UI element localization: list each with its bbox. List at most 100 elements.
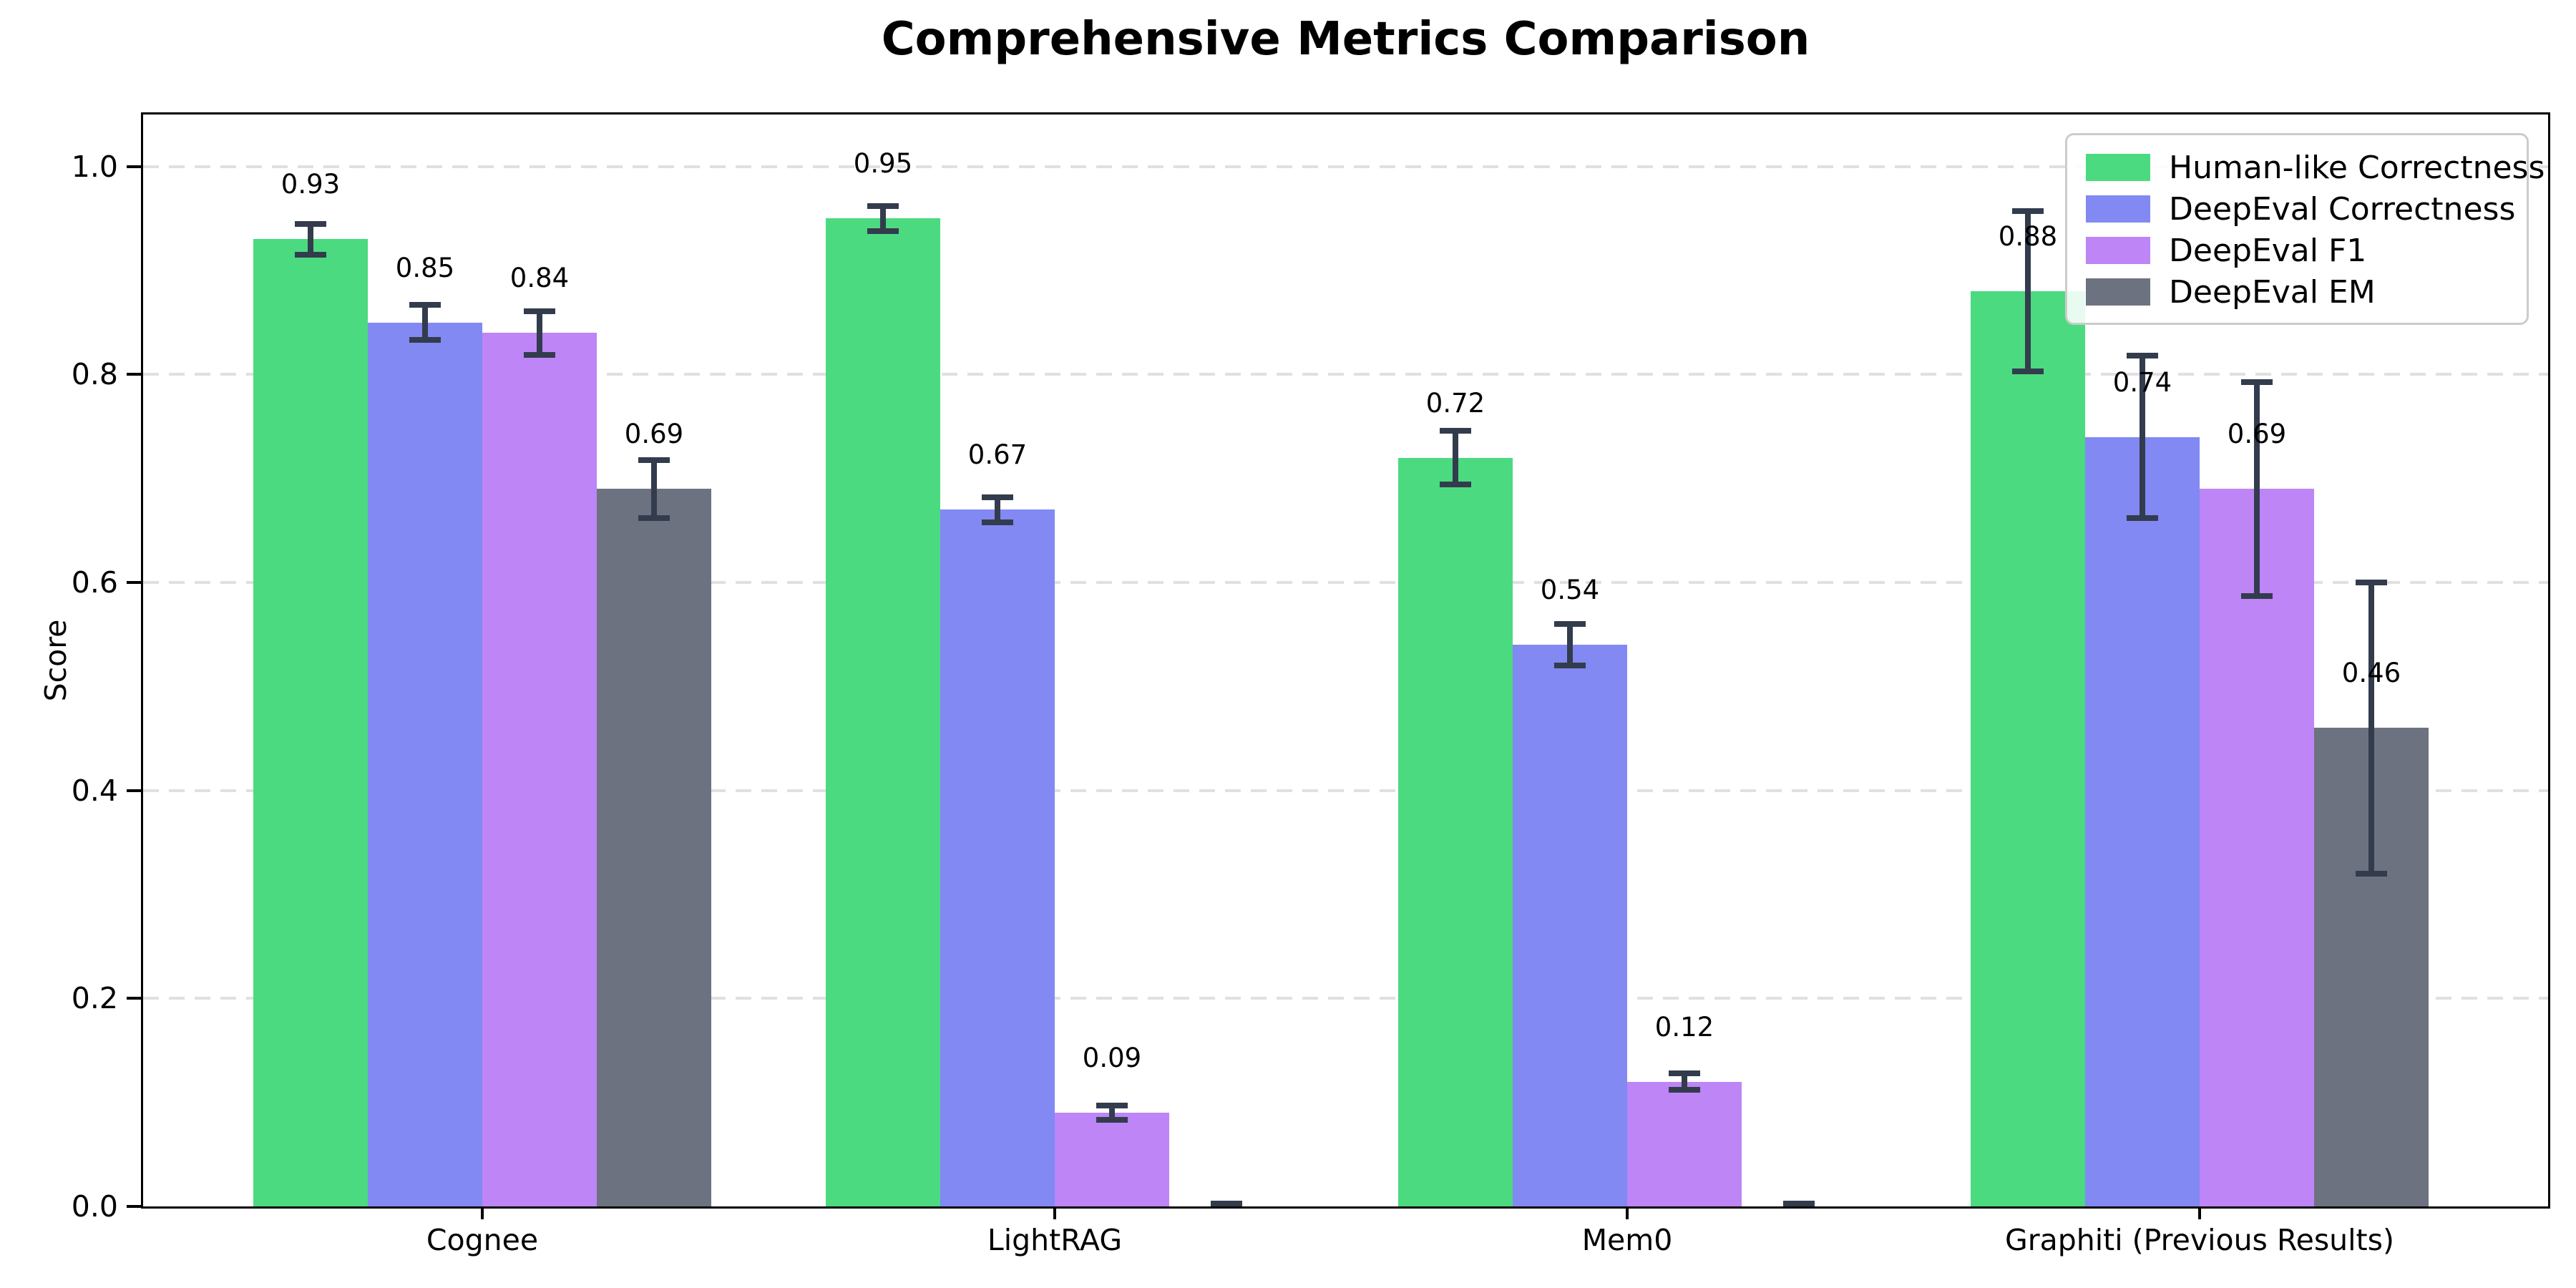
bar: [1398, 457, 1513, 1206]
bar-value-label: 0.88: [1998, 221, 2058, 253]
bar: [368, 322, 482, 1206]
bar-value-label: 0.46: [2341, 658, 2401, 689]
error-bar: [2368, 582, 2374, 874]
y-tick-mark: [127, 789, 141, 792]
error-bar: [1453, 430, 1458, 485]
x-tick-mark: [481, 1206, 484, 1219]
bar: [2200, 489, 2314, 1206]
y-tick-label: 0.4: [71, 773, 118, 808]
error-bar-cap: [867, 228, 899, 234]
gridline: [143, 165, 2548, 168]
x-tick-label: LightRAG: [987, 1223, 1123, 1257]
error-bar-cap: [1669, 1087, 1700, 1093]
error-bar-cap: [1554, 621, 1586, 628]
chart-title: Comprehensive Metrics Comparison: [881, 13, 1810, 66]
error-bar-cap: [1554, 663, 1586, 669]
legend-label: DeepEval Correctness: [2169, 190, 2516, 228]
error-bar-cap: [2356, 870, 2387, 877]
bar-value-label: 0.84: [509, 263, 570, 294]
error-bar: [308, 223, 313, 255]
y-tick-mark: [127, 1205, 141, 1208]
x-tick-mark: [1626, 1206, 1629, 1219]
bar: [253, 239, 368, 1206]
gridline: [143, 789, 2548, 792]
y-tick-label: 0.6: [71, 565, 118, 600]
gridline: [143, 373, 2548, 376]
error-bar-cap: [409, 337, 441, 343]
error-bar-cap: [638, 514, 670, 521]
error-bar-cap: [2127, 514, 2158, 521]
bar-value-label: 0.72: [1425, 387, 1485, 419]
bar-value-label: 0.85: [395, 252, 455, 283]
legend-label: Human-like Correctness: [2169, 149, 2545, 186]
legend-swatch-icon: [2086, 237, 2150, 264]
bar: [940, 509, 1055, 1206]
bar: [1055, 1113, 1169, 1206]
y-tick-label: 0.8: [71, 357, 118, 392]
error-bar-cap: [524, 351, 555, 358]
error-bar: [2140, 356, 2145, 518]
legend-label: DeepEval EM: [2169, 273, 2376, 311]
error-bar-cap: [1211, 1200, 1242, 1206]
error-bar-cap: [2356, 580, 2387, 585]
bar-value-label: 0.69: [624, 419, 684, 450]
bar-value-label: 0.54: [1540, 575, 1600, 606]
y-tick-label: 0.2: [71, 981, 118, 1016]
bar: [1971, 291, 2085, 1206]
bar-value-label: 0.67: [967, 439, 1028, 471]
bar: [1513, 645, 1627, 1206]
y-tick-mark: [127, 165, 141, 168]
error-bar: [995, 497, 1000, 522]
legend-label: DeepEval F1: [2169, 232, 2367, 269]
y-tick-mark: [127, 373, 141, 376]
error-bar: [422, 304, 428, 341]
error-bar-cap: [1440, 427, 1471, 434]
y-tick-mark: [127, 581, 141, 584]
error-bar-cap: [2127, 353, 2158, 359]
error-bar-cap: [295, 220, 326, 227]
error-bar-cap: [295, 252, 326, 258]
legend: Human-like Correctness DeepEval Correctne…: [2065, 133, 2545, 325]
bar: [482, 333, 597, 1206]
legend-entry: Human-like Correctness: [2067, 147, 2545, 188]
error-bar: [537, 311, 542, 355]
bar: [1627, 1081, 1742, 1206]
legend-entry: DeepEval EM: [2067, 271, 2527, 313]
legend-swatch-icon: [2086, 278, 2150, 306]
error-bar: [1567, 624, 1573, 666]
gridline: [143, 997, 2548, 1000]
x-tick-mark: [2198, 1206, 2201, 1219]
error-bar: [2254, 381, 2260, 596]
x-tick-label: Graphiti (Previous Results): [2005, 1223, 2394, 1257]
x-tick-mark: [1053, 1206, 1056, 1219]
bar-value-label: 0.69: [2227, 419, 2287, 450]
y-tick-mark: [127, 997, 141, 1000]
bar: [2085, 436, 2200, 1206]
error-bar-cap: [982, 519, 1013, 525]
error-bar-cap: [638, 457, 670, 463]
error-bar-cap: [1783, 1200, 1815, 1206]
x-tick-label: Cognee: [426, 1223, 539, 1257]
error-bar-cap: [1440, 482, 1471, 488]
error-bar: [651, 459, 657, 518]
bar-value-label: 0.93: [280, 169, 341, 200]
gridline: [143, 581, 2548, 584]
bar: [597, 489, 711, 1206]
error-bar: [880, 205, 886, 231]
y-tick-label: 1.0: [71, 149, 118, 184]
error-bar: [1682, 1073, 1687, 1091]
bar: [826, 218, 940, 1206]
error-bar-cap: [2241, 592, 2273, 599]
error-bar: [1109, 1106, 1115, 1121]
legend-swatch-icon: [2086, 195, 2150, 223]
error-bar-cap: [2012, 368, 2044, 374]
error-bar-cap: [867, 203, 899, 209]
y-tick-label: 0.0: [71, 1189, 118, 1224]
bar-value-label: 0.95: [853, 148, 913, 180]
error-bar-cap: [1096, 1103, 1128, 1109]
x-tick-label: Mem0: [1581, 1223, 1673, 1257]
error-bar: [2025, 211, 2031, 371]
bar-value-label: 0.74: [2112, 366, 2172, 398]
error-bar-cap: [982, 494, 1013, 500]
